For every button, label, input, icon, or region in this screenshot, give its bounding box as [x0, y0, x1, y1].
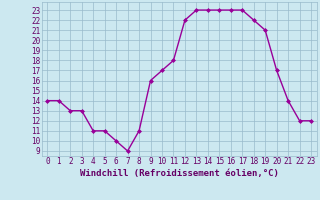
X-axis label: Windchill (Refroidissement éolien,°C): Windchill (Refroidissement éolien,°C) [80, 169, 279, 178]
